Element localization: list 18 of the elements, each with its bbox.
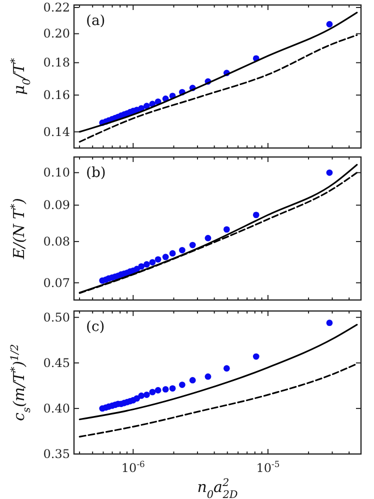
- y-tick-label: 0.50: [43, 310, 70, 324]
- annotation: (c): [86, 319, 105, 335]
- y-tick-label: 0.40: [43, 401, 70, 416]
- y-tick-label: 0.07: [43, 276, 70, 290]
- y-tick-label: 0.16: [43, 88, 70, 102]
- y-tick-label: 0.35: [43, 447, 70, 461]
- y-tick-label: 0.18: [43, 56, 70, 70]
- y-tick-label: 0.45: [43, 356, 70, 370]
- y-tick-label: 0.14: [43, 124, 70, 139]
- annotation: (b): [86, 165, 106, 181]
- x-tick-label: 10$^{-6}$: [121, 459, 145, 475]
- annotation: (a): [86, 13, 106, 29]
- x-tick-label: 10$^{-5}$: [256, 459, 280, 475]
- y-tick-label: 0.20: [43, 26, 70, 41]
- y-tick-label: 0.08: [43, 234, 70, 249]
- y-tick-label: 0.10: [43, 166, 70, 180]
- y-tick-label: 0.09: [43, 198, 70, 212]
- y-tick-label: 0.22: [43, 0, 70, 14]
